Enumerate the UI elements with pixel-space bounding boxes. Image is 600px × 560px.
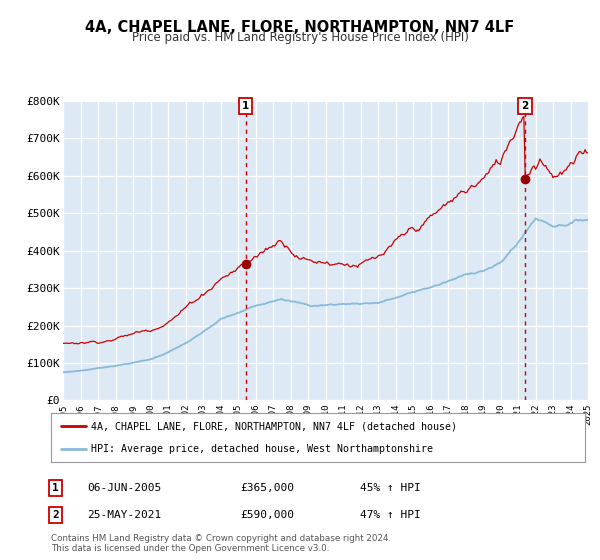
Text: Contains HM Land Registry data © Crown copyright and database right 2024.
This d: Contains HM Land Registry data © Crown c… (51, 534, 391, 553)
Text: 47% ↑ HPI: 47% ↑ HPI (360, 510, 421, 520)
Text: £590,000: £590,000 (240, 510, 294, 520)
Text: 1: 1 (242, 101, 249, 111)
Text: 06-JUN-2005: 06-JUN-2005 (87, 483, 161, 493)
Text: 4A, CHAPEL LANE, FLORE, NORTHAMPTON, NN7 4LF: 4A, CHAPEL LANE, FLORE, NORTHAMPTON, NN7… (85, 20, 515, 35)
Text: HPI: Average price, detached house, West Northamptonshire: HPI: Average price, detached house, West… (91, 444, 433, 454)
Text: 4A, CHAPEL LANE, FLORE, NORTHAMPTON, NN7 4LF (detached house): 4A, CHAPEL LANE, FLORE, NORTHAMPTON, NN7… (91, 421, 457, 431)
Text: 2: 2 (521, 101, 529, 111)
Text: 25-MAY-2021: 25-MAY-2021 (87, 510, 161, 520)
Text: £365,000: £365,000 (240, 483, 294, 493)
Text: 1: 1 (52, 483, 59, 493)
Text: 2: 2 (52, 510, 59, 520)
Text: 45% ↑ HPI: 45% ↑ HPI (360, 483, 421, 493)
Text: Price paid vs. HM Land Registry's House Price Index (HPI): Price paid vs. HM Land Registry's House … (131, 31, 469, 44)
